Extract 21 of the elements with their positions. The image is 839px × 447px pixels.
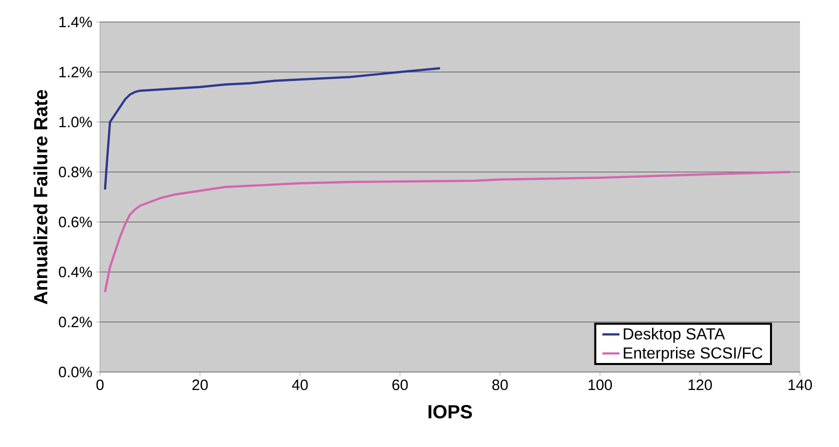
y-tick-label: 1.0% — [59, 116, 92, 128]
x-tick-label: 40 — [292, 380, 308, 390]
y-tick-label: 0.2% — [58, 316, 92, 328]
y-tick-label: 1.4% — [59, 16, 92, 28]
y-tick-label: 0.8% — [58, 166, 92, 178]
x-tick-label: 0 — [96, 380, 104, 390]
x-tick-label: 80 — [492, 380, 508, 390]
x-tick-label: 100 — [588, 380, 612, 390]
x-axis-title: IOPS — [428, 405, 472, 418]
y-tick-label: 0.0% — [58, 366, 92, 378]
line-series — [104, 170, 792, 294]
y-tick-label: 1.2% — [59, 66, 92, 78]
legend-label: Desktop SATA — [624, 328, 726, 343]
y-axis-title: Annualized Failure Rate — [33, 90, 48, 304]
y-tick-label: 0.6% — [58, 216, 92, 228]
x-tick-label: 60 — [392, 380, 408, 390]
legend-label: Enterprise SCSI/FC — [624, 346, 762, 362]
x-tick-label: 120 — [688, 380, 712, 390]
x-tick-label: 20 — [192, 380, 208, 390]
x-tick-label: 140 — [788, 380, 812, 390]
y-tick-label: 0.4% — [58, 266, 92, 278]
